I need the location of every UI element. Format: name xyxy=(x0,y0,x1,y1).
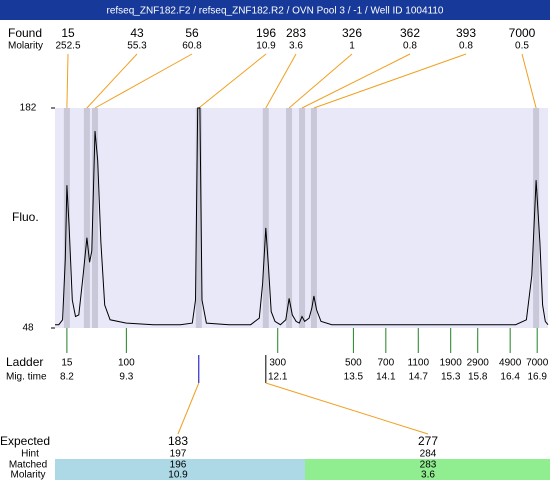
peak-band xyxy=(195,108,202,328)
peak-connector xyxy=(521,53,537,109)
peak-band xyxy=(92,108,99,328)
hint-label: Hint xyxy=(21,449,39,460)
found-size: 56 xyxy=(185,26,199,40)
ladder-time: 8.2 xyxy=(60,372,74,383)
found-molarity: 1 xyxy=(349,41,355,52)
peak-band xyxy=(83,108,90,328)
hint-size: 284 xyxy=(420,449,437,460)
ladder-time: 14.1 xyxy=(376,372,396,383)
title-bar xyxy=(0,0,550,20)
found-size: 362 xyxy=(400,26,420,40)
ladder-size: 100 xyxy=(118,358,135,369)
found-molarity: 0.8 xyxy=(459,41,473,52)
ladder-time: 14.7 xyxy=(409,372,429,383)
ladder-time: 12.1 xyxy=(268,372,288,383)
ladder-size: 15 xyxy=(61,358,73,369)
expected-size: 183 xyxy=(168,434,188,448)
expected-size: 277 xyxy=(418,434,438,448)
peak-band xyxy=(533,108,540,328)
ladder-time: 13.5 xyxy=(344,372,364,383)
ladder-size: 4900 xyxy=(499,358,522,369)
peak-connector xyxy=(265,53,297,109)
peak-band xyxy=(63,108,70,328)
mig-time-label: Mig. time xyxy=(6,372,47,383)
found-label: Found xyxy=(8,26,42,40)
peak-connector xyxy=(313,53,467,109)
y-tick-label: 48 xyxy=(22,323,34,334)
found-molarity: 3.6 xyxy=(289,41,303,52)
ladder-size: 7000 xyxy=(526,358,549,369)
ladder-size: 300 xyxy=(269,358,286,369)
ladder-time: 16.9 xyxy=(527,372,547,383)
title: refseq_ZNF182.F2 / refseq_ZNF182.R2 / OV… xyxy=(106,6,443,17)
found-molarity: 55.3 xyxy=(127,41,147,52)
matched-molarity: 10.9 xyxy=(168,470,188,480)
y-axis-label: Fluo. xyxy=(12,210,39,224)
found-size: 196 xyxy=(256,26,276,40)
found-size: 283 xyxy=(286,26,306,40)
ladder-time: 9.3 xyxy=(119,372,133,383)
expected-label: Expected xyxy=(0,434,50,448)
peak-band xyxy=(310,108,317,328)
ladder-time: 16.4 xyxy=(500,372,520,383)
ladder-size: 1900 xyxy=(440,358,463,369)
trace xyxy=(55,107,549,326)
ladder-label: Ladder xyxy=(6,355,43,369)
found-molarity: 10.9 xyxy=(256,41,276,52)
found-molarity: 60.8 xyxy=(182,41,202,52)
ladder-time: 15.8 xyxy=(468,372,488,383)
matched-size: 283 xyxy=(420,460,437,471)
ladder-size: 700 xyxy=(377,358,394,369)
found-size: 15 xyxy=(61,26,75,40)
found-molarity: 0.5 xyxy=(515,41,529,52)
peak-band xyxy=(299,108,306,328)
peak-band xyxy=(262,108,269,328)
matched-connector xyxy=(177,382,200,435)
peak-connector xyxy=(198,53,267,109)
peak-connector xyxy=(86,53,138,109)
ladder-time: 15.3 xyxy=(441,372,461,383)
found-size: 43 xyxy=(130,26,144,40)
found-molarity: 252.5 xyxy=(55,41,80,52)
hint-size: 197 xyxy=(170,449,187,460)
peak-band xyxy=(286,108,293,328)
peak-connector xyxy=(288,53,353,109)
matched-label: Matched xyxy=(9,460,47,471)
matched-molarity: 3.6 xyxy=(421,470,435,480)
molarity-label: Molarity xyxy=(8,41,43,52)
found-size: 326 xyxy=(342,26,362,40)
peak-connector xyxy=(94,53,193,109)
y-tick-label: 182 xyxy=(20,103,37,114)
matched-band xyxy=(55,459,305,480)
ladder-size: 1100 xyxy=(408,358,430,369)
matched-size: 196 xyxy=(170,460,187,471)
found-molarity: 0.8 xyxy=(403,41,417,52)
peak-connector xyxy=(301,53,411,109)
ladder-size: 500 xyxy=(345,358,362,369)
found-size: 7000 xyxy=(509,26,536,40)
found-size: 393 xyxy=(456,26,476,40)
ladder-size: 2900 xyxy=(467,358,490,369)
matched-connector xyxy=(265,382,429,435)
peak-connector xyxy=(66,53,69,109)
row-molarity-label: Molarity xyxy=(10,470,45,480)
matched-band xyxy=(305,459,550,480)
